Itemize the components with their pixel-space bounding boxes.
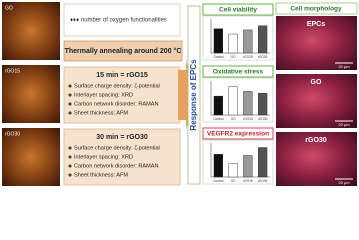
bullet: [68, 173, 72, 177]
afm-image: [2, 128, 60, 186]
treatment-item: Surface charge density: ζ-potential: [74, 145, 160, 151]
x-tick-label: GO: [231, 179, 236, 183]
response-banner: [187, 5, 201, 185]
panel-header: [202, 65, 274, 78]
x-tick-label: Control: [213, 117, 224, 121]
fluorescence-image: [276, 16, 357, 70]
treatment-title: 15 min = rGO15: [96, 72, 148, 79]
bar: [213, 28, 223, 54]
note-box: [63, 3, 181, 37]
treatment-item: Interlayer spacing: XRD: [74, 92, 133, 98]
bar: [213, 95, 223, 116]
arrow: [178, 60, 196, 130]
treatment-item: Sheet thickness: AFM: [74, 110, 128, 116]
x-tick-label: GO: [231, 55, 236, 59]
image-label: GO: [311, 79, 322, 86]
bar: [243, 29, 253, 54]
process-box: [63, 40, 183, 62]
image-label: EPCs: [307, 21, 325, 28]
afm-image: [2, 2, 60, 60]
morphology-header: [275, 2, 358, 15]
x-tick-label: Control: [213, 179, 224, 183]
scale-label: 20 µm: [338, 180, 350, 185]
panel-header: [202, 127, 274, 140]
bar: [243, 155, 253, 178]
process-label: Thermally annealing around 200 °C: [65, 47, 182, 55]
bullet: [68, 155, 72, 159]
oxygen-note: ♦♦♦ number of oxygen functionalities: [70, 18, 167, 24]
scale-label: 20 µm: [338, 122, 350, 127]
bar: [213, 154, 223, 178]
bar: [228, 33, 238, 54]
x-tick-label: rGO15: [243, 117, 253, 121]
treatment-item: Carbon network disorder: RAMAN: [74, 101, 159, 107]
x-tick-label: rGO30: [258, 55, 268, 59]
panels: Cell viability Control GO rGO15 rGO30 Oxidati…: [202, 3, 274, 185]
x-tick-label: Control: [213, 55, 224, 59]
afm-label: rGO30: [5, 131, 20, 137]
bar: [228, 163, 238, 178]
image-label: rGO30: [305, 137, 327, 144]
panel-title: Oxidative stress: [213, 69, 264, 76]
x-tick-label: rGO15: [243, 55, 253, 59]
scale-label: 20 µm: [338, 64, 350, 69]
morphology-images: EPCs 20 µm GO 20 µm rGO30 20 µm: [276, 16, 357, 186]
graphical-abstract: GO rGO15 rGO30 ♦♦♦ number of oxygen func…: [2, 2, 358, 186]
x-tick-label: rGO15: [243, 179, 253, 183]
bullet: [68, 102, 72, 106]
treatment-item: Carbon network disorder: RAMAN: [74, 163, 159, 169]
treatment-box: [63, 128, 181, 186]
x-tick-label: rGO30: [258, 117, 268, 121]
treatment-item: Sheet thickness: AFM: [74, 172, 128, 178]
afm-images: GO rGO15 rGO30: [2, 2, 60, 186]
x-tick-label: rGO30: [258, 179, 268, 183]
treatment-item: Surface charge density: ζ-potential: [74, 83, 160, 89]
bar: [258, 93, 268, 116]
panel-title: Cell viability: [219, 7, 257, 14]
bullet: [68, 93, 72, 97]
afm-label: rGO15: [5, 68, 20, 74]
panel-header: [202, 3, 274, 16]
morphology-title: Cell morphology: [290, 6, 342, 13]
treatment-item: Interlayer spacing: XRD: [74, 154, 133, 160]
fluorescence-image: [276, 74, 357, 128]
bar: [228, 86, 238, 116]
bullet: [68, 164, 72, 168]
bar: [258, 25, 268, 54]
bar: [243, 91, 253, 116]
treatment-title: 30 min = rGO30: [96, 134, 148, 141]
bar: [258, 147, 268, 178]
bullet: [68, 111, 72, 115]
panel-title: VEGFR2 expression: [207, 131, 269, 138]
bullet: [68, 146, 72, 150]
response-label: Response of EPCs: [189, 59, 198, 131]
bullet: [68, 84, 72, 88]
afm-image: [2, 65, 60, 123]
x-tick-label: GO: [231, 117, 236, 121]
afm-label: GO: [5, 5, 13, 11]
fluorescence-image: [276, 132, 357, 186]
